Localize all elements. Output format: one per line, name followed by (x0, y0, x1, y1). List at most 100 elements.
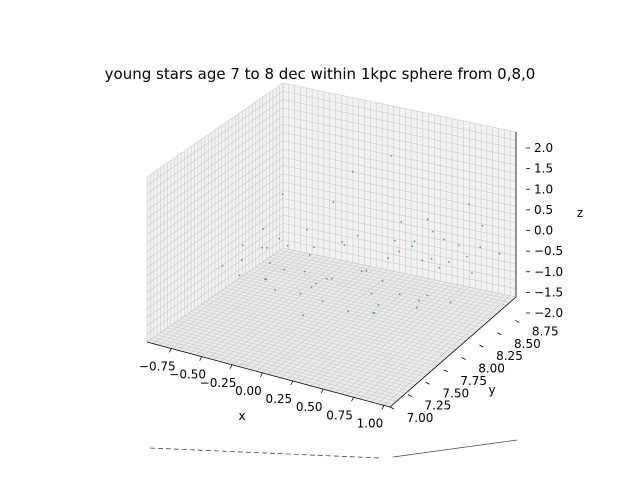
data-point (430, 257, 433, 260)
left-wall-grid-line (146, 124, 284, 219)
left-wall-grid-line (146, 214, 284, 310)
floor-grid-line (225, 287, 463, 345)
data-point (265, 278, 267, 280)
data-point (341, 240, 344, 243)
data-point (418, 299, 420, 302)
data-point (370, 292, 373, 295)
floor-grid-line (150, 339, 394, 405)
z-tick-label: −2.0 (534, 306, 563, 320)
x-tick-mark (320, 388, 324, 394)
data-point (283, 268, 286, 271)
floor-grid-line (163, 329, 406, 394)
y-tick-mark (479, 344, 484, 348)
y-tick-label: 8.75 (532, 324, 559, 338)
floor-grid-line (276, 252, 510, 303)
data-point (457, 244, 460, 247)
x-tick-mark (351, 397, 354, 402)
back-wall-grid-line (282, 115, 517, 166)
y-tick-label: 7.75 (460, 374, 487, 388)
floor-grid-line (252, 268, 488, 323)
data-point (261, 246, 264, 249)
data-point (274, 288, 276, 291)
y-tick-mark (389, 406, 395, 410)
data-point (360, 270, 363, 272)
data-point (240, 259, 243, 262)
data-point (306, 228, 308, 231)
y-tick-label: 7.25 (425, 399, 452, 413)
y-tick-mark (407, 394, 413, 397)
data-point (221, 265, 224, 267)
z-tick-label: −1.5 (534, 285, 563, 299)
data-point (266, 246, 269, 249)
data-point (421, 259, 424, 262)
data-point (393, 239, 396, 242)
data-point (442, 238, 445, 241)
tick-labels: −0.75−0.50−0.250.000.250.500.751.00 7.007… (139, 141, 563, 430)
back-wall-grid-line (282, 156, 517, 207)
y-axis-line (389, 296, 517, 408)
left-wall-grid-line (146, 190, 284, 285)
y-tick-label: 7.00 (407, 411, 434, 425)
back-wall-grid-line (282, 206, 517, 257)
data-point (479, 246, 482, 249)
left-wall-grid-line (146, 132, 284, 227)
back-wall-grid-line (282, 198, 517, 248)
back-wall-grid-line (282, 173, 517, 224)
back-wall-grid-line (282, 239, 517, 290)
back-wall-grid-line (282, 181, 517, 232)
data-point (299, 292, 302, 295)
y-tick-mark (497, 332, 502, 336)
data-point (269, 262, 271, 264)
data-point (468, 203, 471, 206)
left-wall-grid-line (146, 115, 284, 211)
floor-grid-line (204, 301, 444, 361)
y-tick-label: 8.25 (496, 349, 523, 363)
floor-grid-line (218, 292, 457, 350)
floor-grid-line (201, 304, 441, 364)
left-wall-grid-line (146, 157, 284, 252)
data-point (286, 244, 289, 247)
y-tick-mark (461, 357, 466, 360)
data-point (377, 304, 380, 306)
floor-grid-line (221, 290, 460, 347)
floor-grid-line (265, 259, 501, 312)
back-wall-grid-line (282, 132, 517, 182)
left-wall-grid-line (146, 148, 284, 244)
floor-grid-line (245, 273, 482, 328)
x-tick-label: 0.50 (296, 400, 323, 414)
floor-grid-line (187, 313, 428, 375)
x-tick-mark (290, 380, 294, 386)
x-tick-label: 1.00 (357, 416, 384, 430)
back-wall-grid-line (282, 231, 517, 281)
z-tick-label: 1.5 (534, 162, 553, 176)
data-point (498, 252, 501, 255)
data-point (431, 230, 434, 233)
back-wall-grid-line (282, 82, 517, 133)
data-point (262, 228, 265, 230)
data-point (278, 237, 281, 240)
left-wall-grid-line (146, 82, 284, 178)
z-tick-label: 0.5 (534, 203, 553, 217)
data-point (310, 286, 313, 288)
x-tick-mark (229, 364, 233, 369)
back-wall-grid-line (282, 214, 517, 265)
data-point (449, 301, 452, 304)
x-tick-label: 0.00 (235, 384, 262, 398)
x-axis-label: x (238, 409, 245, 423)
back-wall-grid-line (282, 222, 517, 273)
data-point (321, 300, 324, 302)
left-wall-grid-line (146, 247, 284, 343)
z-tick-label: 0.0 (534, 224, 553, 238)
data-point (390, 155, 393, 157)
data-point (242, 244, 244, 247)
back-wall-grid-line (282, 90, 517, 141)
z-tick-label: −1.0 (534, 265, 563, 279)
floor-grid-line (184, 315, 425, 378)
left-wall-grid-line (146, 239, 284, 334)
data-point (303, 270, 306, 273)
floor-grid-line (242, 275, 479, 331)
back-wall-grid-line (282, 140, 517, 191)
x-tick-mark (199, 356, 203, 361)
floor-grid-line (194, 308, 435, 369)
data-point (373, 312, 376, 314)
